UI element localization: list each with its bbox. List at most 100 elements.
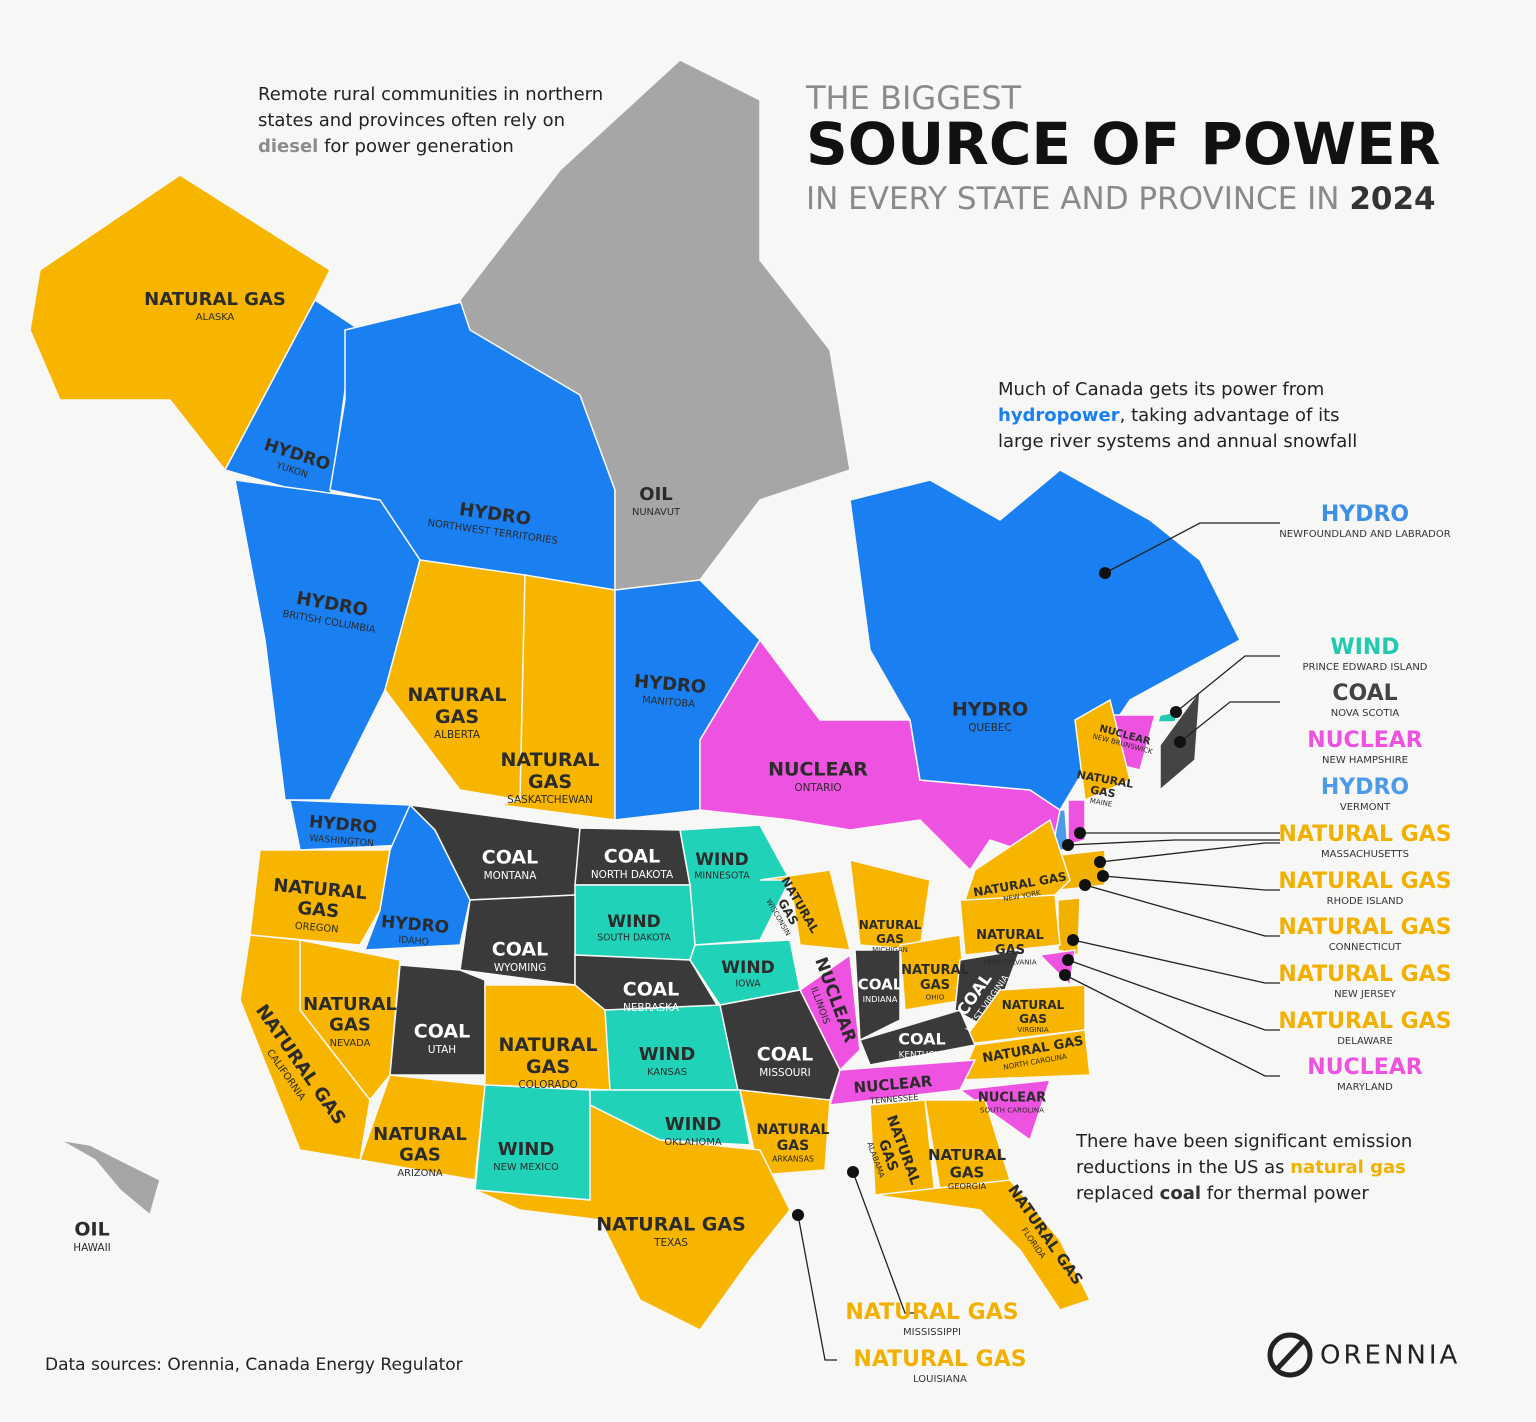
region-source-line: GAS — [876, 931, 904, 945]
region-name: ARIZONA — [397, 1168, 442, 1179]
callout-source: WIND — [1330, 635, 1399, 660]
region-name: GEORGIA — [948, 1181, 987, 1191]
region-source-line: NATURAL — [1002, 998, 1065, 1012]
region-name: TENNESSEE — [868, 1092, 918, 1106]
region-source: COAL — [604, 846, 660, 868]
annotation-line: Remote rural communities in northern — [258, 84, 603, 105]
region-shape — [1057, 897, 1081, 956]
region-source: COAL — [623, 979, 679, 1001]
region-source-line: GAS — [920, 977, 950, 992]
region-source-line: NATURAL — [373, 1124, 467, 1145]
callout-source: NATURAL GAS — [845, 1300, 1018, 1325]
region-name: NEW MEXICO — [493, 1162, 559, 1173]
sources: Data sources: Orennia, Canada Energy Reg… — [45, 1355, 463, 1375]
region-source-line: GAS — [950, 1163, 985, 1181]
region-shape — [474, 1103, 791, 1331]
map-shapes — [29, 59, 1241, 1331]
callout-line — [1064, 974, 1280, 1077]
region-source-line: GAS — [329, 1015, 371, 1036]
region-source-line: NATURAL — [757, 1122, 830, 1138]
callout-line — [1067, 959, 1280, 1031]
region-source: WIND — [498, 1139, 555, 1160]
region-source-line: GAS — [297, 898, 340, 923]
region-source: COAL — [757, 1044, 813, 1066]
region-source-line: GAS — [995, 942, 1025, 957]
annotation-text: coal — [1160, 1183, 1201, 1204]
region-label: WIND KANSAS — [639, 1044, 696, 1078]
region-name: MISSOURI — [759, 1067, 811, 1079]
region-shape — [759, 869, 851, 951]
region-source: OIL — [74, 1219, 109, 1241]
region-name: NORTH DAKOTA — [591, 869, 674, 881]
callout-dot — [1097, 870, 1109, 882]
annotation-text: Much of Canada gets its power from — [998, 379, 1324, 400]
callout-source: NATURAL GAS — [853, 1347, 1026, 1372]
callout-dot — [1174, 736, 1186, 748]
annotation-text: Remote rural communities in northern — [258, 84, 603, 105]
region-label: COAL KENTUCKY — [898, 1030, 946, 1061]
annotation-line: reductions in the US as natural gas — [1076, 1157, 1406, 1178]
region-source: COAL — [414, 1021, 470, 1043]
region-shape — [589, 1089, 751, 1146]
region-shape — [234, 479, 421, 801]
annotation-line: large river systems and annual snowfall — [998, 431, 1357, 452]
region-source: NATURAL GAS — [596, 1214, 746, 1236]
callout-name: RHODE ISLAND — [1327, 896, 1404, 907]
annotation-line: states and provinces often rely on — [258, 110, 565, 131]
annotation-text: , taking advantage of its — [1120, 405, 1340, 426]
annotation-text: reductions in the US as — [1076, 1157, 1290, 1178]
region-source-line: NATURAL — [501, 749, 600, 771]
region-name: PENNSYLVANIA — [983, 957, 1036, 966]
region-source-line: NATURAL — [408, 684, 507, 706]
callout-name: CONNECTICUT — [1329, 942, 1402, 953]
region-name: UTAH — [428, 1044, 456, 1056]
callout-source: HYDRO — [1321, 775, 1409, 800]
annotation-text: natural gas — [1290, 1157, 1406, 1178]
region-shape — [957, 1079, 1052, 1142]
region-shape — [874, 1179, 1092, 1311]
region-label: OIL NUNAVUT — [632, 484, 681, 518]
callout-line — [1099, 842, 1280, 863]
region-source: WIND — [665, 1114, 722, 1135]
region-name: ALBERTA — [434, 729, 481, 741]
region-name: TEXAS — [653, 1237, 688, 1249]
region-source-line: GAS — [399, 1145, 441, 1166]
region-source: COAL — [858, 976, 903, 994]
annotation-line: Much of Canada gets its power from — [998, 379, 1324, 400]
region-source-line: GAS — [528, 770, 572, 792]
callout-line — [1067, 839, 1280, 846]
title-year: 2024 — [1349, 181, 1435, 217]
region-shape — [384, 559, 526, 801]
region-name: MANITOBA — [642, 695, 696, 711]
callout-dot — [1074, 827, 1086, 839]
region-name: WYOMING — [494, 962, 546, 974]
region-name: ALASKA — [196, 312, 235, 323]
callout-dot — [792, 1209, 804, 1221]
region-source: NATURAL GAS — [144, 289, 286, 310]
annotation-line: hydropower, taking advantage of its — [998, 405, 1340, 426]
logo-icon — [1267, 1332, 1313, 1378]
region-source-line: GAS — [1019, 1011, 1047, 1025]
annotation-line: replaced coal for thermal power — [1076, 1183, 1369, 1204]
callout-name: DELAWARE — [1337, 1036, 1393, 1047]
callout-source: COAL — [1332, 681, 1397, 706]
region-source-line: GAS — [1089, 783, 1116, 800]
callout-dot — [1099, 567, 1111, 579]
region-source: HYDRO — [952, 699, 1028, 721]
callout-dot — [1170, 706, 1182, 718]
